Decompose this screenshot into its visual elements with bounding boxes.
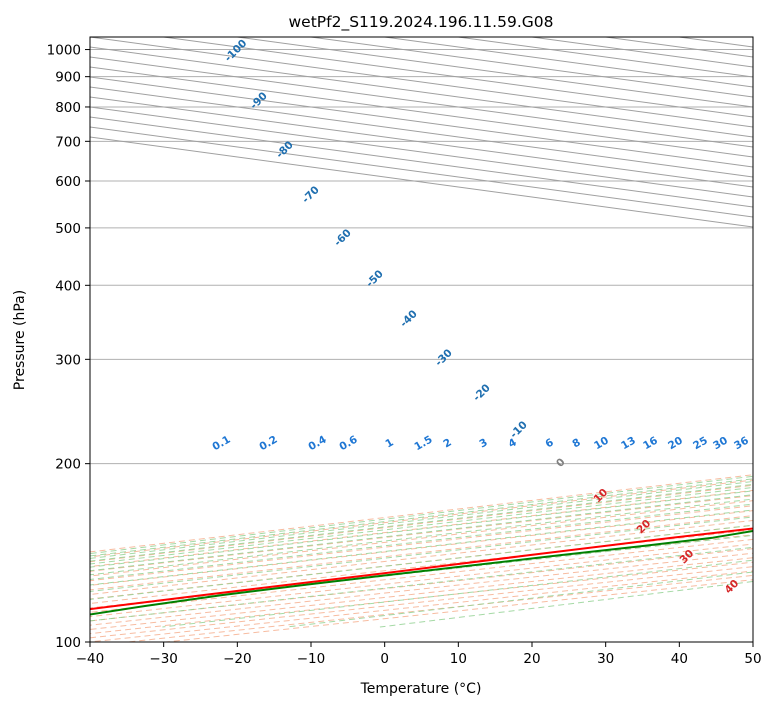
isotherm-line: [90, 76, 753, 168]
x-axis-tick-label: 20: [523, 651, 540, 667]
plot-frame: [89, 36, 754, 643]
x-axis-tick-label: −30: [149, 651, 178, 667]
isotherm-line: [90, 126, 753, 218]
isotherm-line: [90, 106, 753, 198]
y-axis-tick-label: 900: [55, 70, 81, 86]
y-axis-tick-label: 100: [55, 635, 81, 651]
y-axis-tick-label: 200: [55, 457, 81, 473]
x-axis-tick-label: 0: [380, 651, 389, 667]
x-axis-tick-label: −20: [223, 651, 252, 667]
y-axis-tick-label: 800: [55, 100, 81, 116]
x-axis-tick-label: 50: [744, 651, 761, 667]
axes: −40 −30 −20 −10 0 10 20 30 40 50 100 200 300 400 500 60…: [47, 43, 762, 667]
y-axis-tick-label: 300: [55, 352, 81, 368]
background-lines: [90, 37, 753, 642]
isotherm-line: [90, 56, 753, 148]
y-axis-tick-label: 500: [55, 221, 81, 237]
chart-title: wetPf2_S119.2024.196.11.59.G08: [289, 13, 554, 32]
x-axis-title: Temperature (°C): [360, 681, 482, 697]
isotherm-line: [90, 96, 753, 188]
y-axis-tick-label: 1000: [47, 43, 81, 59]
x-axis-tick-label: 10: [450, 651, 467, 667]
x-axis-tick-label: −40: [76, 651, 105, 667]
y-axis-tick-label: 600: [55, 174, 81, 190]
isotherm-line: [90, 86, 753, 178]
isotherm-line: [90, 66, 753, 158]
x-axis-tick-label: 40: [671, 651, 688, 667]
isotherm-line: [90, 116, 753, 208]
y-axis-tick-label: 400: [55, 278, 81, 294]
isotherm-line: [90, 136, 753, 228]
y-axis-tick-label: 700: [55, 134, 81, 150]
x-axis-tick-label: 30: [597, 651, 614, 667]
x-axis-tick-label: −10: [297, 651, 326, 667]
y-axis-title: Pressure (hPa): [12, 290, 28, 390]
